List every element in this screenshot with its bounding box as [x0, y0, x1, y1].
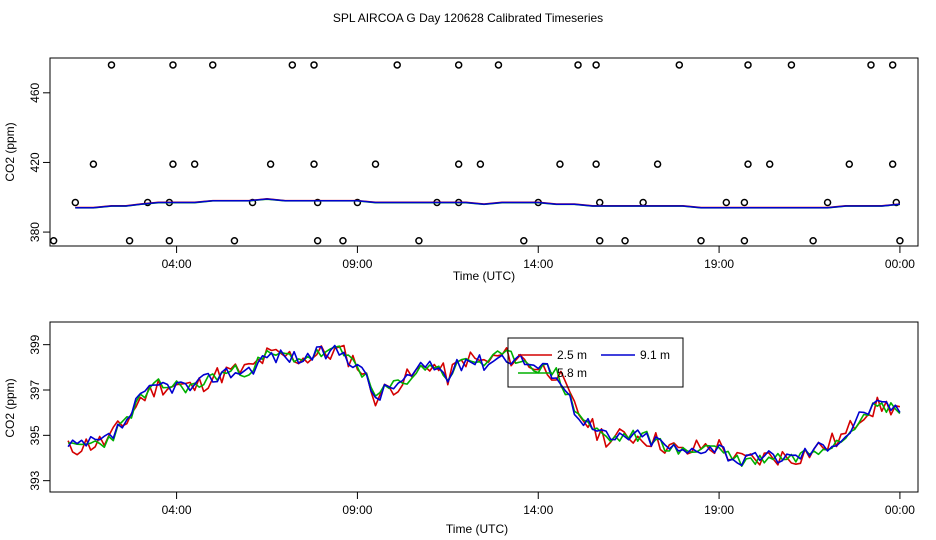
bottom-x-tick-label: 09:00 — [342, 503, 372, 517]
bottom-x-tick-label: 00:00 — [885, 503, 915, 517]
bottom-x-tick-label: 14:00 — [523, 503, 553, 517]
scatter-point — [740, 237, 749, 245]
scatter-point — [823, 198, 832, 207]
scatter-point — [454, 61, 463, 69]
scatter-point — [809, 237, 817, 245]
scatter-point — [49, 237, 58, 245]
scatter-point — [415, 237, 423, 245]
scatter-point — [574, 61, 582, 69]
bottom-x-tick-label: 04:00 — [162, 503, 192, 517]
scatter-point — [787, 61, 796, 69]
scatter-point — [454, 160, 463, 168]
top-y-tick-label: 460 — [28, 82, 42, 102]
y-axis-label-top: CO2 (ppm) — [3, 122, 17, 181]
series-line — [75, 198, 900, 209]
plot-frame-top — [49, 57, 919, 247]
scatter-point — [867, 61, 875, 69]
scatter-point — [639, 198, 647, 207]
bottom-y-tick-label: 393 — [28, 470, 42, 490]
scatter-point — [288, 61, 297, 69]
scatter-point — [353, 198, 362, 207]
scatter-point — [595, 237, 604, 245]
scatter-point — [744, 160, 752, 168]
scatter-point — [896, 237, 904, 245]
co2-overview-panel: 04:00 09:00 14:00 19:00 00:00 380 420 460 Time… — [3, 57, 919, 283]
scatter-point — [266, 160, 275, 168]
scatter-point — [71, 198, 80, 207]
scatter-point — [89, 160, 98, 168]
legend-box — [507, 337, 684, 388]
scatter-point — [190, 160, 199, 168]
scatter-point — [621, 237, 629, 245]
scatter-point — [592, 61, 600, 69]
scatter-point — [520, 237, 528, 245]
top-y-tick-label: 380 — [28, 222, 42, 242]
scatter-point — [740, 198, 749, 207]
scatter-point — [310, 61, 318, 69]
scatter-point — [393, 61, 401, 69]
legend-label-2-5m: 2.5 m — [557, 348, 587, 362]
scatter-point — [339, 237, 347, 245]
top-y-tick-label: 420 — [28, 152, 42, 172]
top-x-tick-label: 09:00 — [342, 257, 372, 271]
scatter-point — [169, 160, 177, 168]
scatter-point — [697, 237, 705, 245]
scatter-point — [125, 237, 134, 245]
bottom-y-tick-label: 399 — [28, 334, 42, 354]
legend: 2.5 m 9.1 m 5.8 m — [507, 337, 684, 388]
scatter-point — [371, 160, 380, 168]
scatter-point — [675, 61, 684, 69]
y-axis-label-bottom: CO2 (ppm) — [3, 378, 17, 437]
scatter-point — [888, 160, 897, 168]
chart-title: SPL AIRCOA G Day 120628 Calibrated Times… — [333, 11, 603, 25]
top-x-tick-label: 04:00 — [162, 257, 192, 271]
legend-label-5-8m: 5.8 m — [557, 366, 587, 380]
scatter-point — [744, 61, 752, 69]
scatter-point — [722, 198, 731, 207]
series-line-9-1-m — [67, 344, 901, 467]
series-line-2-5-m — [67, 344, 901, 466]
scatter-point — [476, 160, 485, 168]
co2-heights-panel: 04:00 09:00 14:00 19:00 00:00 393 395 397 399 2… — [3, 321, 919, 536]
plot-frame-bottom — [49, 321, 919, 493]
scatter-point — [165, 237, 174, 245]
x-axis-label-bottom: Time (UTC) — [446, 522, 508, 536]
scatter-point — [556, 160, 564, 168]
bottom-y-tick-label: 395 — [28, 425, 42, 445]
scatter-point — [248, 198, 257, 207]
legend-label-9-1m: 9.1 m — [640, 348, 670, 362]
scatter-point — [888, 61, 897, 69]
scatter-point — [653, 160, 662, 168]
scatter-point — [209, 61, 217, 69]
scatter-point — [765, 160, 774, 168]
scatter-point — [310, 160, 318, 168]
scatter-point — [230, 237, 239, 245]
series-line-5-8-m — [68, 345, 901, 467]
scatter-point — [494, 61, 503, 69]
scatter-point — [845, 160, 854, 168]
top-x-tick-label: 19:00 — [704, 257, 734, 271]
scatter-point — [313, 237, 322, 245]
top-x-tick-label: 00:00 — [885, 257, 915, 271]
scatter-point — [592, 160, 600, 168]
scatter-point — [107, 61, 116, 69]
bottom-y-tick-label: 397 — [28, 380, 42, 400]
scatter-point — [595, 198, 604, 207]
top-x-tick-label: 14:00 — [523, 257, 553, 271]
scatter-point — [313, 198, 322, 207]
x-axis-label-top: Time (UTC) — [453, 269, 515, 283]
scatter-point — [169, 61, 177, 69]
bottom-x-tick-label: 19:00 — [704, 503, 734, 517]
